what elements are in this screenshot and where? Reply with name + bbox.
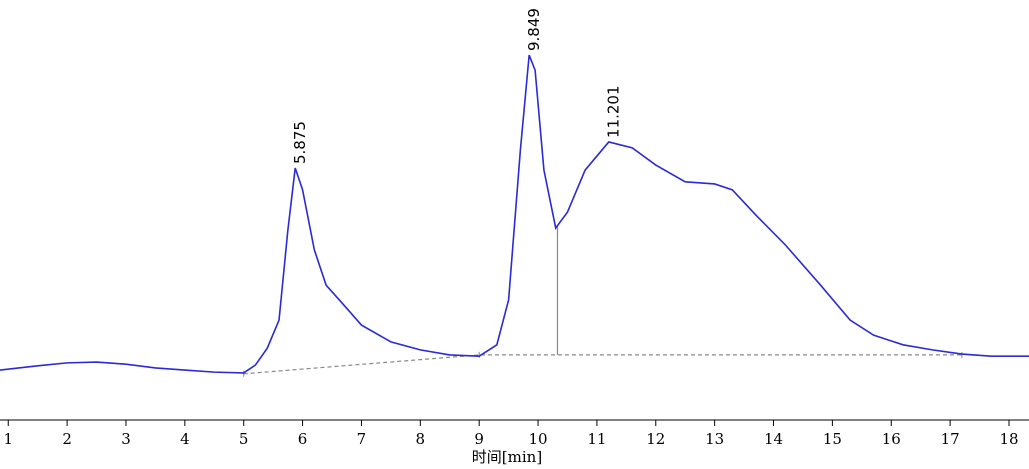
x-tick-label: 3 (121, 430, 131, 448)
x-tick-label: 18 (999, 430, 1018, 448)
x-tick-label: 10 (529, 430, 548, 448)
x-tick-label: 4 (180, 430, 190, 448)
peak-label: 9.849 (525, 8, 543, 51)
x-tick-label: 5 (239, 430, 249, 448)
baseline (243, 354, 962, 375)
x-tick-label: 16 (882, 430, 901, 448)
x-axis-label: 时间[min] (472, 448, 542, 466)
x-tick-label: 9 (474, 430, 484, 448)
x-tick-label: 14 (764, 430, 783, 448)
peak-label: 11.201 (605, 85, 623, 138)
x-tick-label: 2 (62, 430, 72, 448)
peak-label: 5.875 (291, 121, 309, 164)
x-tick-label: 7 (357, 430, 367, 448)
x-tick-label: 8 (416, 430, 426, 448)
x-tick-label: 11 (587, 430, 606, 448)
x-tick-label: 12 (646, 430, 665, 448)
x-tick-label: 6 (298, 430, 308, 448)
x-tick-label: 13 (705, 430, 724, 448)
signal-line (0, 54, 1029, 374)
x-tick-label: 1 (3, 430, 13, 448)
x-tick-label: 15 (823, 430, 842, 448)
x-tick-label: 17 (941, 430, 960, 448)
